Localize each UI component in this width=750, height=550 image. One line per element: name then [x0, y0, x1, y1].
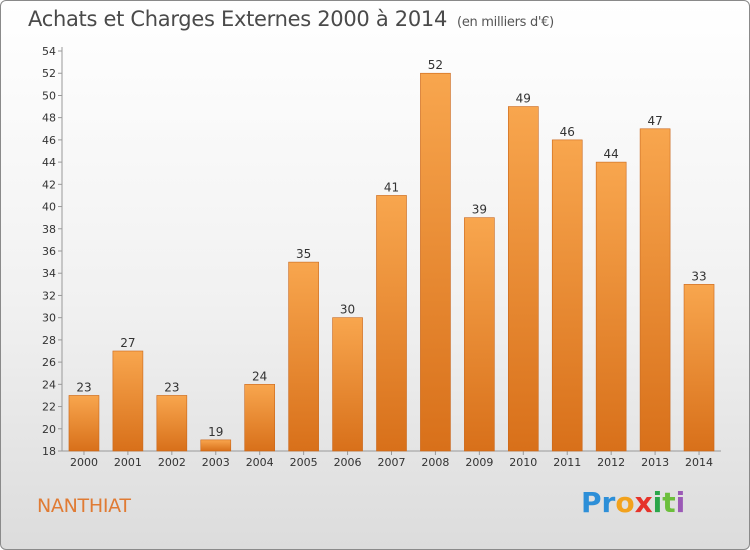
y-tick-label: 20: [42, 423, 56, 436]
data-label: 33: [691, 269, 706, 283]
y-tick-label: 52: [42, 67, 56, 80]
data-label: 44: [604, 147, 619, 161]
x-tick-label: 2009: [465, 456, 493, 469]
bar-2010: [507, 106, 539, 452]
data-label: 19: [208, 425, 223, 439]
y-tick-label: 40: [42, 201, 56, 214]
chart-unit-note: (en milliers d'€): [457, 15, 554, 30]
x-tick-label: 2014: [685, 456, 713, 469]
y-tick-label: 28: [42, 334, 56, 347]
x-tick-label: 2001: [114, 456, 142, 469]
bar-2004: [244, 384, 275, 452]
y-tick-label: 44: [42, 156, 56, 169]
logo-letter: r: [601, 486, 616, 519]
x-tick-label: 2008: [421, 456, 449, 469]
logo-letter: o: [615, 486, 635, 519]
y-tick-label: 46: [42, 134, 56, 147]
data-label: 35: [296, 247, 311, 261]
y-tick-label: 32: [42, 289, 56, 302]
bar-2006: [332, 317, 363, 452]
x-tick-label: 2003: [202, 456, 230, 469]
data-label: 24: [252, 369, 267, 383]
y-tick-label: 54: [42, 45, 56, 58]
bar-2005: [288, 261, 319, 452]
bar-2007: [376, 195, 407, 452]
logo-letter: x: [634, 486, 653, 519]
bar-2009: [464, 217, 495, 452]
y-tick-label: 30: [42, 312, 56, 325]
y-tick-label: 26: [42, 356, 56, 369]
chart-data-labels: 23 27 23 19 24 35 30 41 52 39 49 46 44 47 33: [76, 58, 706, 439]
x-tick-label: 2006: [334, 456, 362, 469]
x-tick-label: 2005: [290, 456, 318, 469]
y-tick-label: 42: [42, 178, 56, 191]
y-tick-label: 36: [42, 245, 56, 258]
bar-2012: [595, 161, 627, 452]
x-tick-label: 2000: [70, 456, 98, 469]
logo-letter: t: [662, 486, 676, 519]
proxiti-logo: Proxiti: [581, 489, 685, 517]
y-tick-label: 24: [42, 378, 56, 391]
data-label: 47: [647, 114, 662, 128]
data-label: 23: [76, 380, 91, 394]
chart-bars: [68, 72, 715, 452]
y-tick-label: 50: [42, 89, 56, 102]
commune-name: NANTHIAT: [37, 495, 131, 517]
y-tick-label: 48: [42, 112, 56, 125]
data-label: 39: [472, 203, 487, 217]
y-tick-label: 34: [42, 267, 56, 280]
x-tick-label: 2007: [378, 456, 406, 469]
data-label: 23: [164, 380, 179, 394]
data-label: 30: [340, 303, 355, 317]
logo-letter: i: [652, 486, 663, 519]
bar-2013: [639, 128, 671, 452]
bar-2000: [68, 395, 100, 452]
bar-2003: [200, 439, 232, 452]
chart-title: Achats et Charges Externes 2000 à 2014 (e…: [28, 7, 554, 31]
x-tick-label: 2011: [553, 456, 581, 469]
data-label: 41: [384, 180, 399, 194]
y-tick-label: 22: [42, 401, 56, 414]
data-label: 49: [516, 92, 531, 106]
logo-letter: P: [581, 486, 602, 519]
x-tick-label: 2002: [158, 456, 186, 469]
y-tick-label: 38: [42, 223, 56, 236]
bar-2014: [683, 284, 715, 452]
x-tick-label: 2004: [246, 456, 274, 469]
x-tick-label: 2012: [597, 456, 625, 469]
chart-axes: 18 20 22 24 26 28 30 32 34 36 38 40 42 44 46 48 50 52 54 20…: [42, 45, 721, 469]
bar-2001: [112, 350, 144, 452]
x-tick-label: 2013: [641, 456, 669, 469]
y-tick-label: 18: [42, 445, 56, 458]
logo-letter: i: [675, 486, 686, 519]
x-tick-label: 2010: [509, 456, 537, 469]
bar-2011: [551, 139, 583, 452]
data-label: 46: [560, 125, 575, 139]
bar-2002: [156, 395, 188, 452]
chart-title-text: Achats et Charges Externes 2000 à 2014: [28, 7, 448, 31]
data-label: 52: [428, 58, 443, 72]
bar-2008: [420, 72, 451, 452]
data-label: 27: [120, 336, 135, 350]
